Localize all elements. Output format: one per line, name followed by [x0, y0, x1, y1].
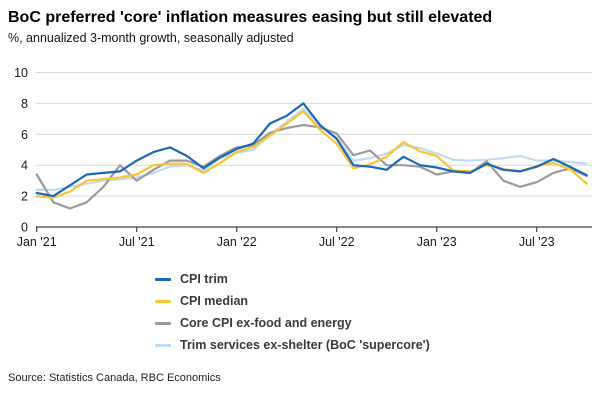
legend-label: Core CPI ex-food and energy: [180, 316, 352, 330]
series-line-2: [35, 109, 588, 199]
page-title: BoC preferred 'core' inflation measures …: [8, 9, 493, 26]
x-tick-label: Jan '22: [217, 235, 257, 249]
x-tick-label: Jul '21: [119, 235, 155, 249]
x-tick-label: Jan '21: [17, 235, 57, 249]
y-tick-label: 8: [21, 97, 28, 111]
chart-legend: CPI trim CPI median Core CPI ex-food and…: [155, 268, 430, 356]
line-swatch: [155, 299, 171, 303]
source-note: Source: Statistics Canada, RBC Economics: [8, 372, 221, 384]
legend-item-cpi-median: CPI median: [155, 290, 430, 312]
line-swatch: [155, 343, 171, 347]
legend-label: Trim services ex-shelter (BoC 'supercore…: [180, 338, 430, 352]
legend-label: CPI trim: [180, 272, 228, 286]
legend-item-supercore: Trim services ex-shelter (BoC 'supercore…: [155, 334, 430, 356]
y-tick-label: 6: [21, 128, 28, 142]
series-line-3: [35, 123, 588, 210]
x-tick-label: Jul '22: [319, 235, 355, 249]
chart-subtitle: %, annualized 3-month growth, seasonally…: [8, 31, 294, 45]
legend-item-cpi-trim: CPI trim: [155, 268, 430, 290]
x-tick-label: Jan '23: [417, 235, 457, 249]
line-swatch: [155, 321, 171, 325]
y-tick-label: 2: [21, 190, 28, 204]
y-tick-label: 10: [14, 66, 28, 80]
legend-label: CPI median: [180, 294, 249, 308]
series-line-4: [35, 107, 588, 191]
x-tick-label: Jul '23: [519, 235, 555, 249]
y-tick-label: 4: [21, 159, 28, 173]
series-line-1: [35, 102, 588, 198]
legend-item-core-cpi: Core CPI ex-food and energy: [155, 312, 430, 334]
y-tick-label: 0: [21, 221, 28, 235]
line-swatch: [155, 277, 171, 281]
